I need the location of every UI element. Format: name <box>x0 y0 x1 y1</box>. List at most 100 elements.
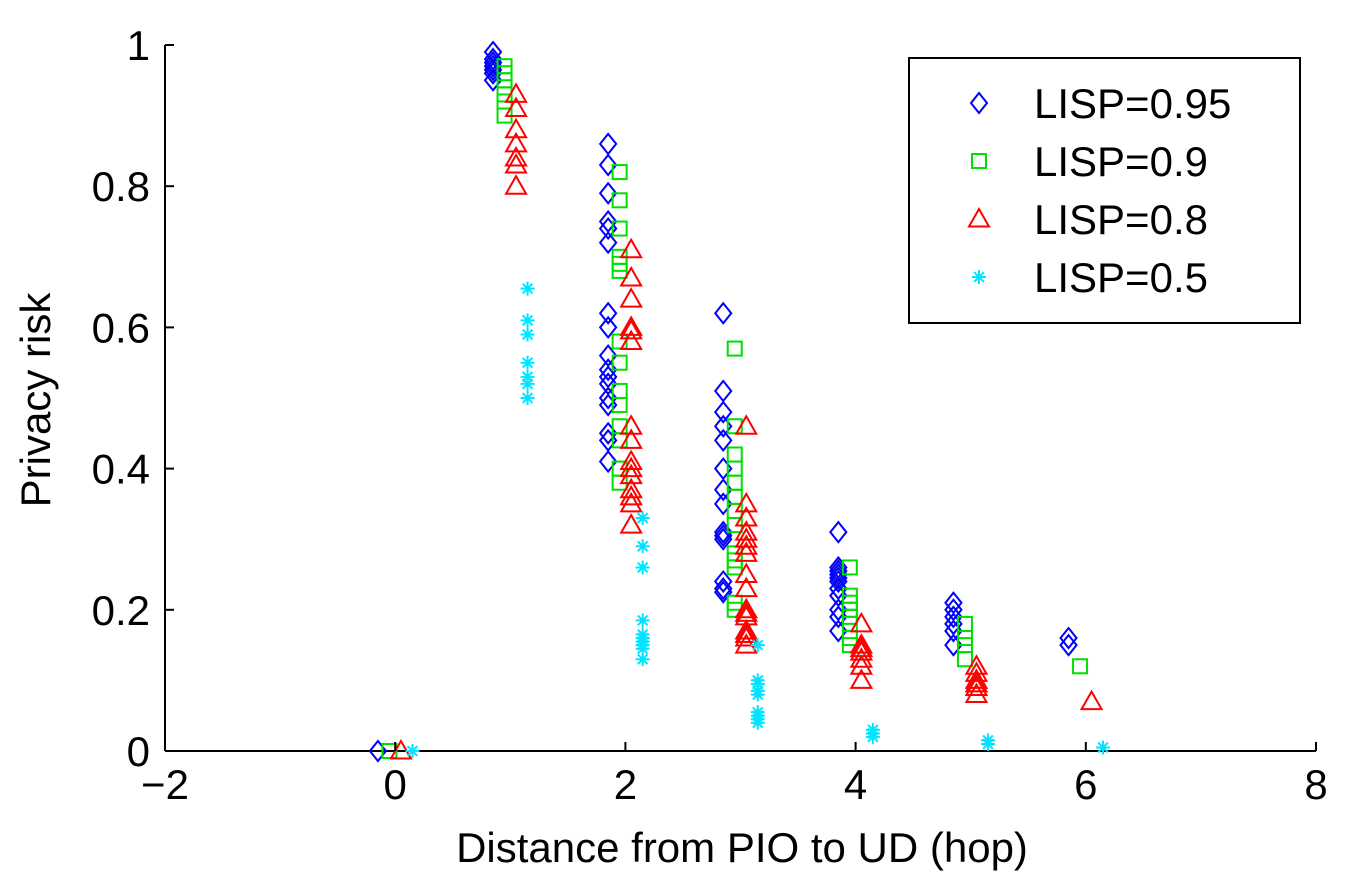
square-point <box>611 333 628 350</box>
triangle-point <box>619 414 643 435</box>
triangle-point <box>619 265 643 287</box>
diamond-point <box>944 605 963 629</box>
x-axis-title: Distance from PIO to UD (hop) <box>456 824 1028 871</box>
diamond-point <box>598 315 618 340</box>
square-point <box>611 164 628 181</box>
triangle-point <box>964 671 989 693</box>
diamond-point <box>598 153 618 177</box>
triangle-point <box>734 562 758 583</box>
square-point <box>726 446 743 463</box>
asterisk-point <box>635 539 650 554</box>
square-point <box>956 651 973 668</box>
asterisk-point <box>635 652 650 667</box>
x-tick-label: 0 <box>384 761 407 808</box>
triangle-point <box>619 456 643 478</box>
triangle-point <box>619 484 643 506</box>
diamond-point <box>713 569 733 594</box>
triangle-point <box>504 82 528 103</box>
diamond-point <box>598 301 618 325</box>
x-tick-label: −2 <box>141 761 189 808</box>
square-point <box>726 559 743 576</box>
asterisk-point <box>520 313 535 328</box>
diamond-point <box>713 400 733 424</box>
asterisk-point <box>520 355 535 370</box>
triangle-point <box>619 287 643 308</box>
triangle-point <box>619 428 643 449</box>
triangle-point <box>734 491 758 513</box>
triangle-point <box>504 131 528 153</box>
legend-box <box>908 57 1301 324</box>
x-axis: −2 0 2 4 6 8 <box>141 742 1328 808</box>
triangle-point <box>734 527 758 548</box>
y-tick-label: 1 <box>127 22 150 69</box>
triangle-point <box>964 675 989 696</box>
triangle-point <box>734 622 758 644</box>
y-tick-label: 0.6 <box>92 304 150 351</box>
diamond-point <box>713 379 733 403</box>
asterisk-point <box>750 715 765 730</box>
diamond-point <box>829 569 848 594</box>
legend-square-icon <box>971 153 987 169</box>
diamond-point <box>598 231 618 255</box>
diamond-point <box>944 591 963 615</box>
asterisk-point <box>405 744 420 758</box>
triangle-point <box>734 576 758 598</box>
triangle-point <box>849 640 874 661</box>
x-tick-label: 8 <box>1304 761 1327 808</box>
asterisk-point <box>980 736 995 751</box>
triangle-point <box>734 597 758 619</box>
triangle-point <box>619 237 643 259</box>
asterisk-point <box>520 327 535 342</box>
triangle-point <box>734 541 758 562</box>
y-axis: 0 0.2 0.4 0.6 0.8 1 <box>92 22 174 775</box>
diamond-point <box>713 527 733 551</box>
triangle-point <box>619 513 643 534</box>
triangle-point <box>734 618 758 640</box>
y-tick-label: 0.4 <box>92 446 150 493</box>
triangle-point <box>619 318 643 340</box>
square-point <box>611 220 628 237</box>
legend-entry-label: LISP=0.8 <box>1034 196 1208 243</box>
asterisk-point <box>635 511 650 526</box>
legend-entry-label: LISP=0.5 <box>1034 254 1208 301</box>
diamond-point <box>829 520 848 544</box>
triangle-point <box>734 520 758 541</box>
square-point <box>841 559 858 576</box>
asterisk-point <box>750 638 765 653</box>
asterisk-point <box>865 729 880 744</box>
asterisk-point <box>635 641 650 656</box>
asterisk-point <box>750 676 765 691</box>
triangle-point <box>849 611 874 633</box>
triangle-point <box>619 491 643 513</box>
triangle-point <box>849 654 874 675</box>
y-tick-label: 0 <box>127 728 150 775</box>
triangle-point <box>964 661 989 682</box>
triangle-point <box>734 506 758 527</box>
asterisk-point <box>635 613 650 628</box>
diamond-point <box>598 132 618 156</box>
triangle-point <box>619 449 643 471</box>
square-point <box>726 340 743 357</box>
triangle-point <box>504 145 528 167</box>
legend-diamond-icon <box>969 91 989 115</box>
triangle-point <box>964 668 989 689</box>
x-tick-label: 6 <box>1074 761 1097 808</box>
diamond-point <box>1059 633 1078 657</box>
square-point <box>1072 658 1089 675</box>
square-point <box>611 432 628 449</box>
diamond-point <box>713 577 733 601</box>
legend-asterisk-icon <box>972 270 986 284</box>
triangle-point <box>619 463 643 485</box>
square-point <box>726 460 743 477</box>
x-tick-label: 4 <box>844 761 867 808</box>
diamond-point <box>1059 626 1078 650</box>
triangle-point <box>504 117 528 139</box>
diamond-point <box>713 301 733 325</box>
triangle-point <box>849 647 874 668</box>
asterisk-point <box>750 687 765 702</box>
square-point <box>611 354 628 371</box>
diamond-point <box>713 428 733 452</box>
triangle-point <box>734 633 758 654</box>
legend-entry-label: LISP=0.9 <box>1034 138 1208 185</box>
